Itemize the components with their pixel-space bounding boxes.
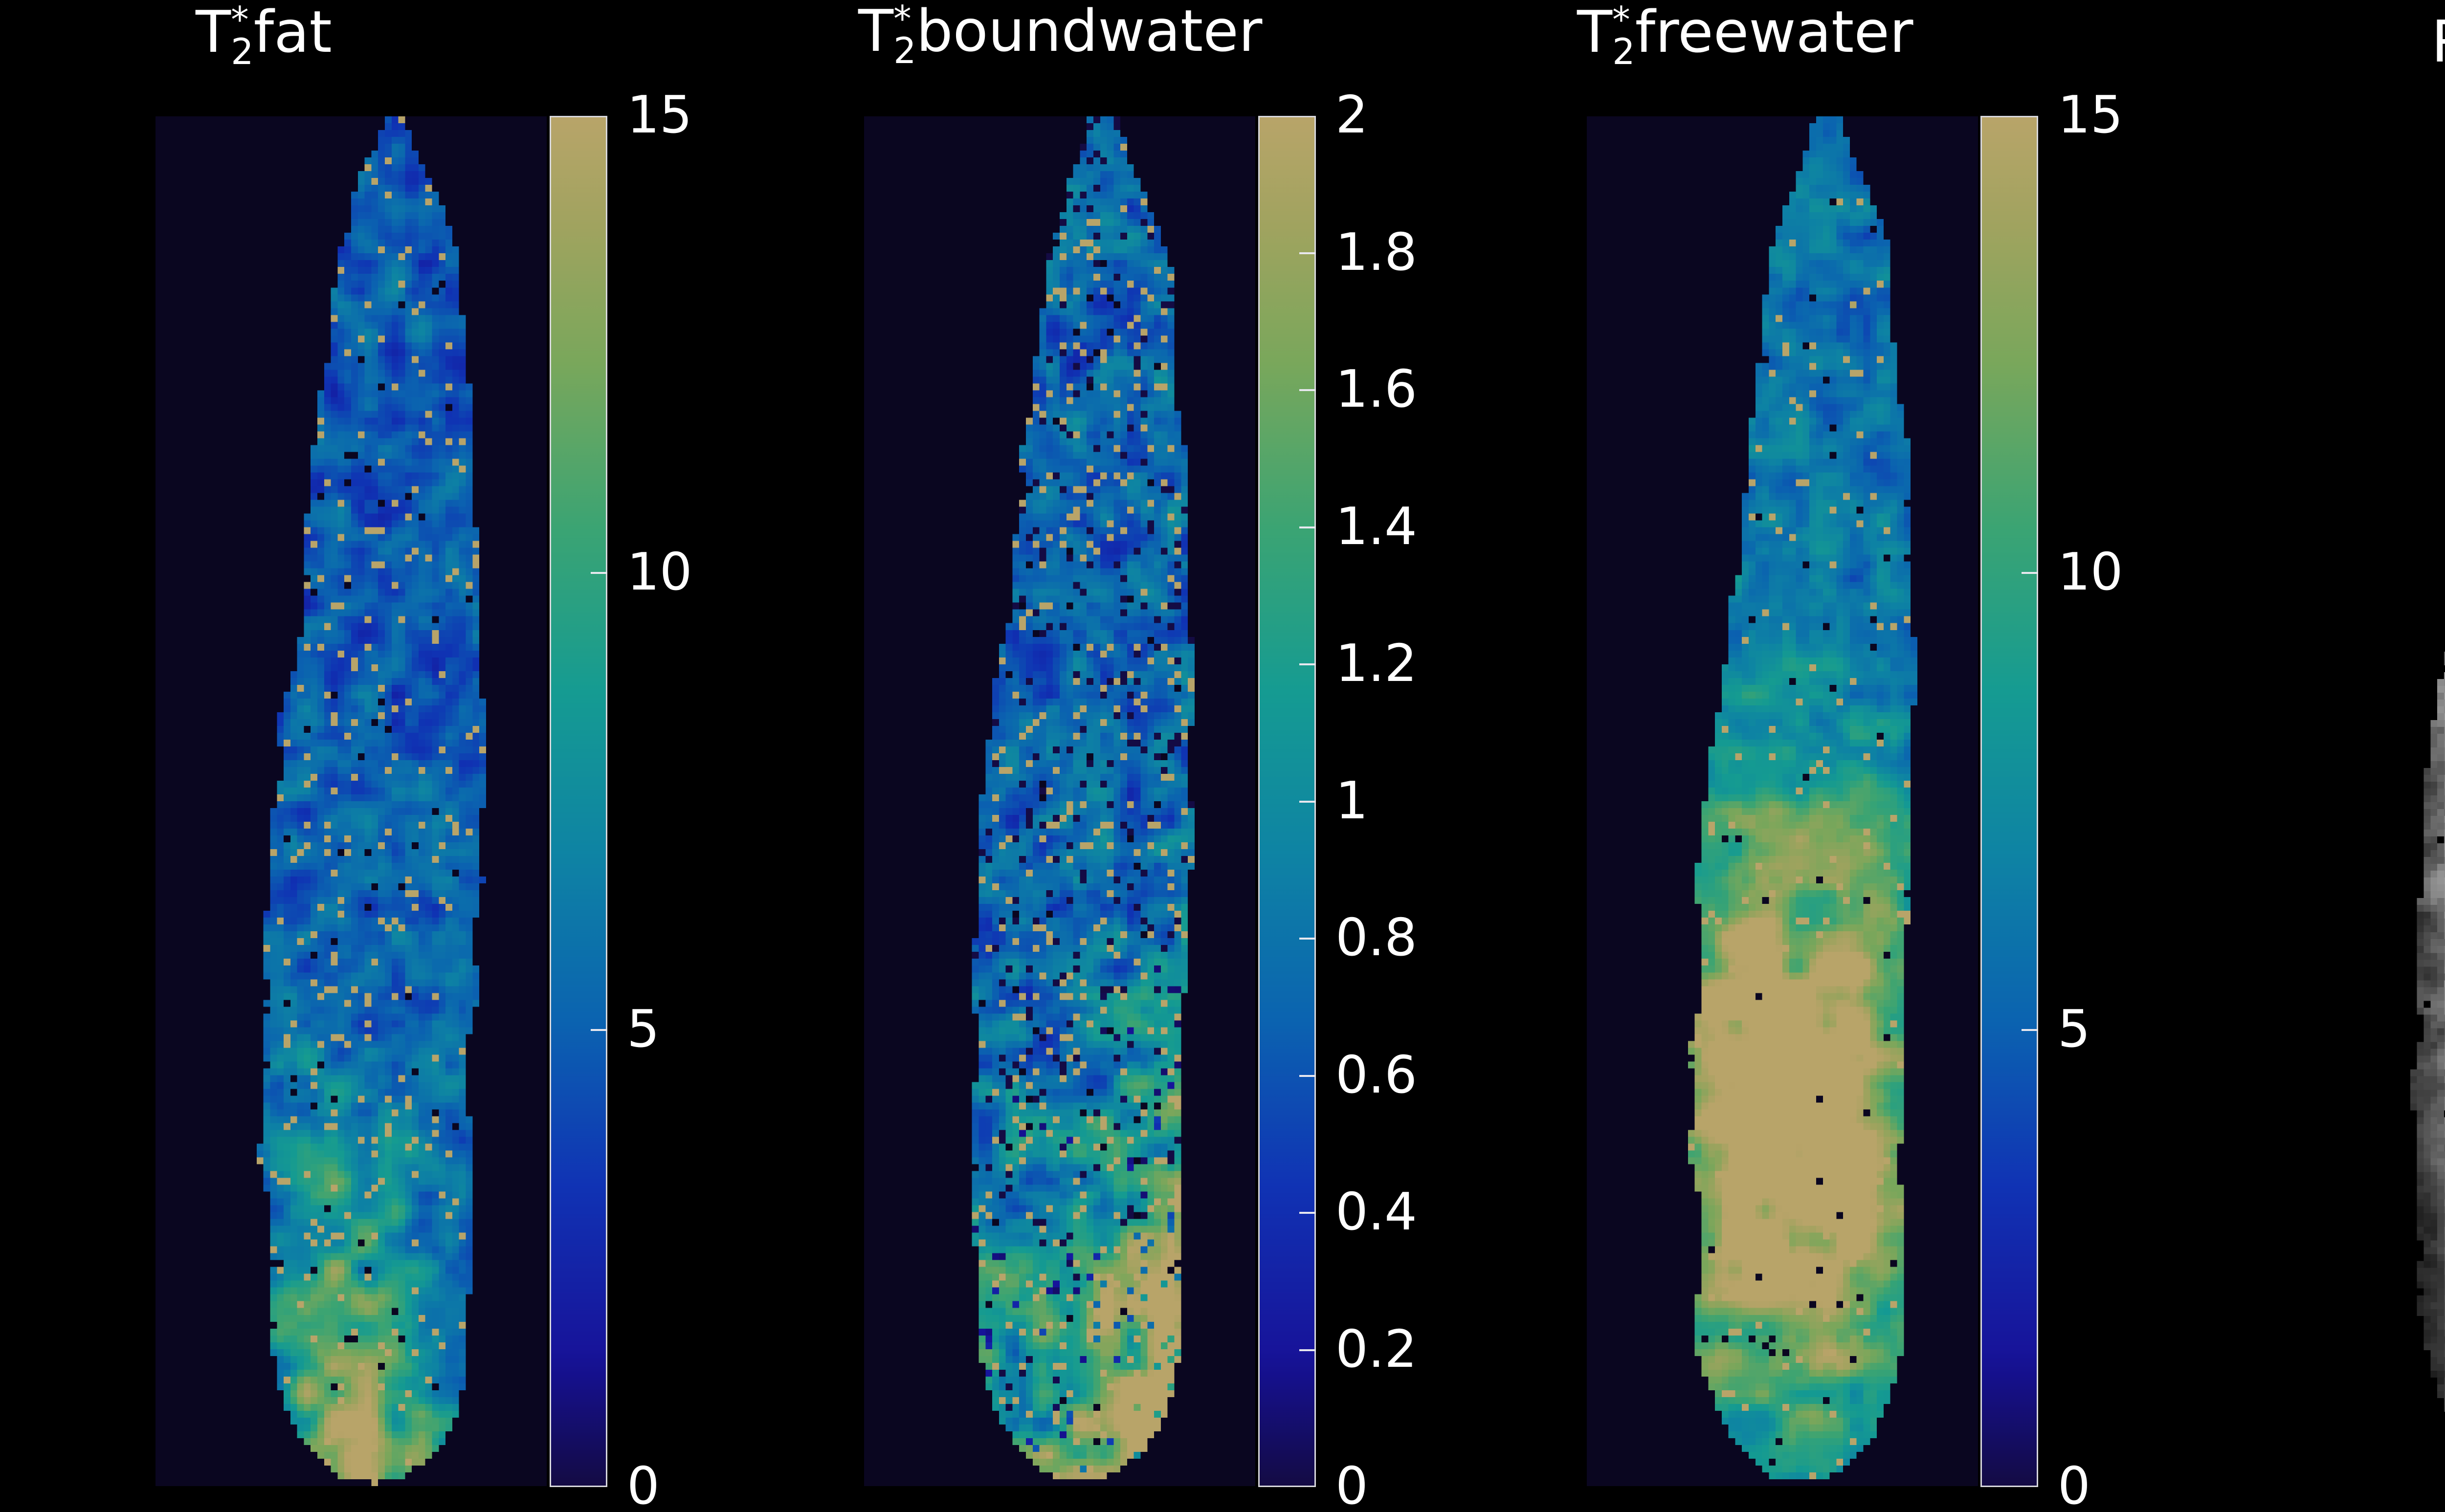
colorbar-tick-label: 10 [2058, 542, 2123, 602]
colorbar-tick-label: 1.8 [1335, 222, 1417, 282]
title-subscript: 2 [893, 30, 916, 72]
colorbar-tick-label: 0 [2058, 1456, 2090, 1512]
panel-title-rois: ROIs [2431, 13, 2445, 70]
colorbar-t2star-freewater [1980, 116, 2038, 1487]
colorbar-gradient [1982, 117, 2037, 1486]
colorbar-t2star-fat [550, 116, 607, 1487]
title-base: T [196, 0, 231, 66]
title-suffix: freewater [1635, 0, 1913, 66]
colorbar-tick-label: 5 [2058, 999, 2090, 1059]
colorbar-tick [591, 572, 607, 574]
colorbar-tick-label: 15 [627, 85, 692, 145]
colorbar-tick-label: 1.2 [1335, 634, 1417, 693]
colorbar-tick [1299, 1074, 1316, 1077]
image-map-t2star-boundwater [864, 116, 1255, 1486]
colorbar-tick [1299, 1212, 1316, 1214]
colorbar-tick-label: 1.6 [1335, 359, 1417, 419]
colorbar-tick [1299, 938, 1316, 940]
title-base: T [1577, 0, 1613, 66]
colorbar-tick-label: 0 [1335, 1456, 1368, 1512]
image-map-t2star-freewater [1587, 116, 1978, 1486]
colorbar-tick-label: 0.4 [1335, 1182, 1417, 1242]
panel-title-t2star-fat: T*2fat [196, 0, 332, 70]
colorbar-tick-label: 0.2 [1335, 1319, 1417, 1379]
colorbar-tick [591, 1029, 607, 1031]
title-suffix: fat [253, 0, 332, 66]
colorbar-tick-label: 1.4 [1335, 496, 1417, 556]
colorbar-tick-label: 0.6 [1335, 1045, 1417, 1105]
colorbar-gradient [551, 117, 606, 1486]
colorbar-tick [1299, 252, 1316, 254]
title-superscript: * [1612, 0, 1630, 41]
title-subscript: 2 [1612, 31, 1635, 73]
title-subscript: 2 [231, 31, 254, 73]
title-superscript: * [231, 0, 249, 41]
title-base: T [858, 0, 894, 65]
colorbar-tick-label: 0.8 [1335, 908, 1417, 967]
image-map-rois [2309, 97, 2445, 1467]
colorbar-tick [1299, 1349, 1316, 1351]
colorbar-tick [1299, 526, 1316, 528]
colorbar-tick-label: 1 [1335, 770, 1368, 831]
title-superscript: * [893, 0, 911, 40]
colorbar-tick-label: 10 [627, 542, 692, 602]
panel-title-t2star-freewater: T*2freewater [1577, 0, 1913, 70]
colorbar-tick [2022, 572, 2038, 574]
colorbar-tick-label: 2 [1335, 85, 1368, 145]
title-suffix: boundwater [916, 0, 1263, 65]
image-map-t2star-fat [156, 116, 547, 1486]
colorbar-tick [1299, 800, 1316, 803]
colorbar-tick-label: 15 [2058, 85, 2123, 145]
colorbar-tick [1299, 663, 1316, 665]
colorbar-tick [2022, 1029, 2038, 1031]
panel-title-t2star-boundwater: T*2boundwater [858, 0, 1262, 69]
colorbar-tick-label: 5 [627, 999, 660, 1059]
colorbar-tick-label: 0 [627, 1456, 660, 1512]
colorbar-tick [1299, 389, 1316, 391]
